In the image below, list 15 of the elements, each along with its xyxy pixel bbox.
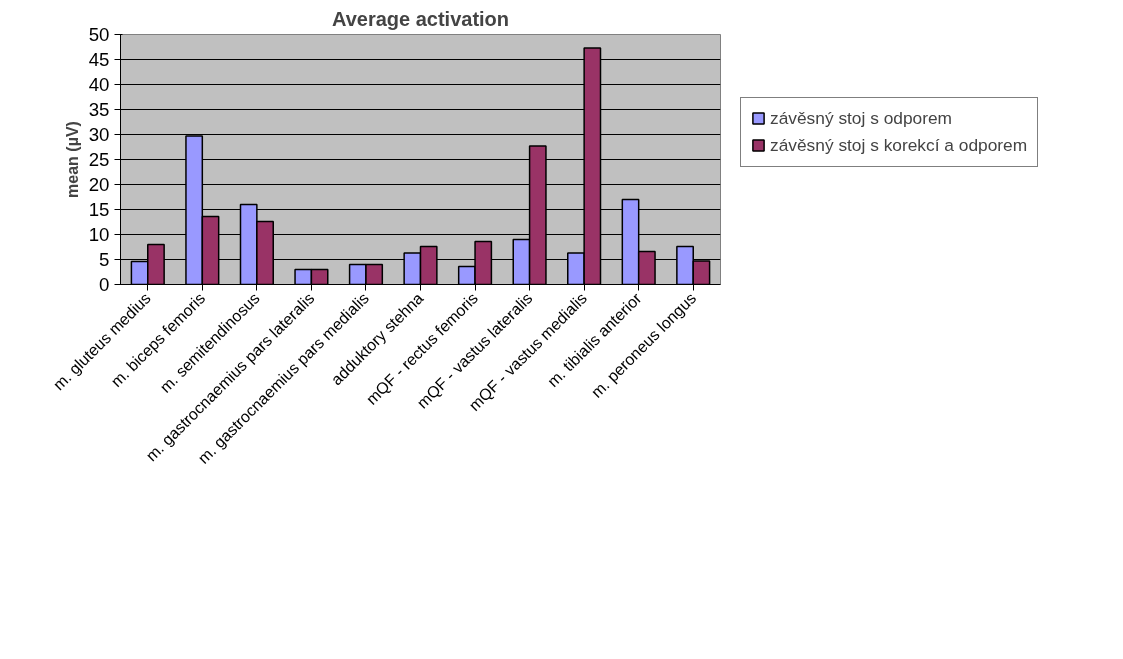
y-tick-label: 40 [88, 74, 110, 95]
y-axis-title: mean (µV) [63, 121, 81, 198]
chart-title: Average activation [331, 7, 510, 30]
y-tick-label: 15 [88, 199, 110, 220]
y-tick-label: 50 [88, 24, 110, 45]
y-tick-label: 25 [88, 149, 110, 170]
y-tick-label: 30 [88, 124, 110, 145]
legend-label: závěsný stoj s odporem [770, 107, 953, 129]
y-tick-label: 5 [99, 249, 110, 270]
y-tick-label: 0 [99, 274, 110, 295]
y-tick-label: 10 [88, 224, 110, 245]
y-tick-label: 45 [88, 49, 110, 70]
y-tick-label: 20 [88, 174, 110, 195]
legend-label: závěsný stoj s korekcí a odporem [770, 134, 1028, 156]
y-tick-label: 35 [88, 99, 110, 120]
